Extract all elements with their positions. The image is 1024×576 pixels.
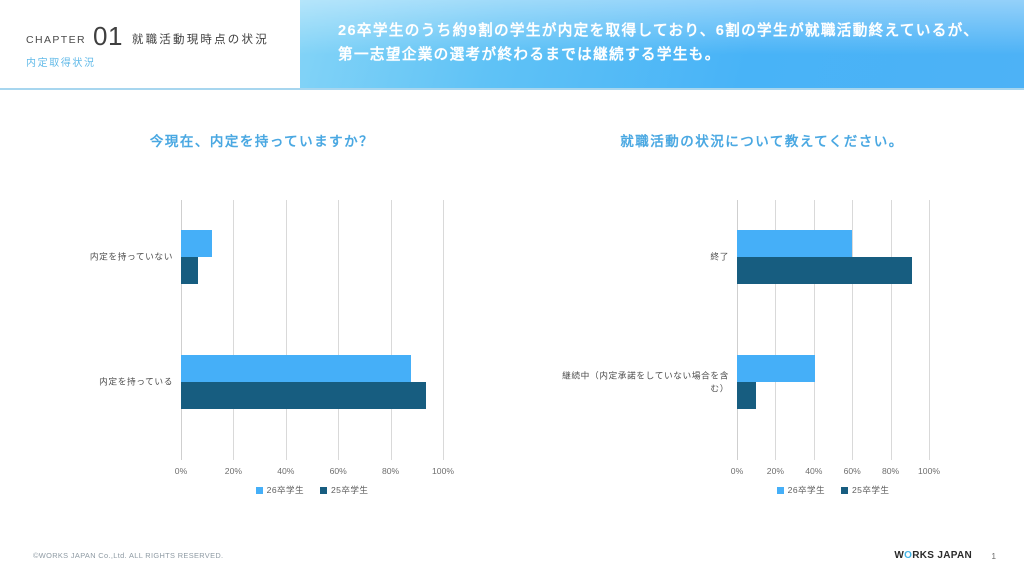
key-message-banner: 26卒学生のうち約9割の学生が内定を取得しており、6割の学生が就職活動終えている…: [300, 0, 1024, 88]
chart-left-plot: 内定を持っていない内定を持っている 0% 20% 40% 60% 80% 100% 26卒…: [90, 200, 454, 495]
x-tick-label: 60%: [843, 466, 861, 476]
legend-swatch-icon: [255, 486, 263, 494]
gridline: [443, 200, 444, 460]
bar-series-26[interactable]: [181, 230, 213, 257]
header-divider: [0, 88, 1024, 90]
x-tick-label: 40%: [805, 466, 823, 476]
legend-label: 25卒学生: [331, 485, 369, 495]
gridline: [929, 200, 930, 460]
brand-pre: W: [894, 550, 905, 561]
legend-label: 25卒学生: [852, 485, 890, 495]
bar-series-25[interactable]: [737, 257, 912, 284]
category-label: 内定を持っていない: [89, 251, 173, 262]
copyright-text: ©WORKS JAPAN Co.,Ltd. ALL RIGHTS RESERVE…: [33, 551, 224, 560]
chapter-number: 01: [92, 21, 123, 51]
legend-item[interactable]: 26卒学生: [255, 484, 304, 496]
bar-group: 内定を持っていない: [90, 230, 443, 284]
bar-series-26[interactable]: [737, 355, 815, 382]
bar-group: 内定を持っている: [99, 355, 443, 409]
chapter-subtitle: 内定取得状況: [26, 58, 96, 69]
chapter-heading: CHAPTER 01 就職活動現時点の状況: [26, 21, 269, 51]
chart-right-legend: 26卒学生 25卒学生: [737, 484, 929, 496]
bar-series-26[interactable]: [181, 355, 411, 382]
x-tick-label: 20%: [224, 466, 242, 476]
brand-logo: WORKS JAPAN: [894, 550, 972, 561]
bar-group: 継続中（内定承諾をしていない場合を含む）: [562, 355, 929, 409]
legend-swatch-icon: [841, 486, 848, 494]
bar-group: 終了: [710, 230, 929, 284]
x-tick-label: 20%: [766, 466, 784, 476]
x-tick-label: 80%: [381, 466, 400, 476]
chart-right-title: 就職活動の状況について教えてください。: [620, 134, 904, 149]
chart-right-plot: 終了継続中（内定承諾をしていない場合を含む） 0% 20% 40% 60% 80% 100…: [562, 200, 940, 495]
x-tick-label: 0%: [174, 466, 188, 476]
legend-swatch-icon: [776, 486, 784, 494]
slide-header: 26卒学生のうち約9割の学生が内定を取得しており、6割の学生が就職活動終えている…: [0, 0, 1024, 88]
legend-item[interactable]: 25卒学生: [841, 484, 889, 496]
x-tick-label: 100%: [432, 466, 454, 476]
legend-label: 26卒学生: [266, 485, 304, 495]
bar-series-25[interactable]: [181, 257, 199, 284]
x-tick-label: 60%: [329, 466, 347, 476]
legend-swatch-icon: [320, 486, 327, 494]
page-number: 1: [991, 551, 996, 561]
chart-left-title: 今現在、内定を持っていますか？: [149, 134, 375, 149]
chapter-block: CHAPTER 01 就職活動現時点の状況 内定取得状況: [0, 0, 300, 88]
brand-highlight: O: [904, 550, 913, 561]
category-label: 内定を持っている: [99, 376, 173, 387]
x-tick-label: 80%: [881, 466, 900, 476]
x-tick-label: 100%: [918, 466, 940, 476]
bar-series-26[interactable]: [737, 230, 853, 257]
x-tick-label: 0%: [730, 466, 744, 476]
chart-panel-left: 今現在、内定を持っていますか？ 内定を持っていない内定を持っている 0% 20% 4…: [12, 120, 512, 510]
chart-left-legend: 26卒学生 25卒学生: [181, 484, 443, 496]
chapter-word: CHAPTER: [26, 34, 86, 46]
brand-post: RKS JAPAN: [912, 550, 972, 561]
category-label: 終了: [710, 251, 729, 262]
x-tick-label: 40%: [277, 466, 295, 476]
bar-series-25[interactable]: [181, 382, 427, 409]
chart-panel-right: 就職活動の状況について教えてください。 終了継続中（内定承諾をしていない場合を含…: [512, 120, 1012, 510]
legend-item[interactable]: 26卒学生: [776, 484, 825, 496]
chapter-title: 就職活動現時点の状況: [131, 34, 269, 46]
key-message-text: 26卒学生のうち約9割の学生が内定を取得しており、6割の学生が就職活動終えている…: [338, 23, 980, 63]
legend-label: 26卒学生: [787, 485, 825, 495]
category-label: 継続中（内定承諾をしていない場合を含む）: [562, 370, 729, 393]
chart-right-xaxis: 0% 20% 40% 60% 80% 100%: [731, 460, 940, 478]
chart-left-xaxis: 0% 20% 40% 60% 80% 100%: [175, 460, 454, 478]
legend-item[interactable]: 25卒学生: [320, 484, 368, 496]
bar-series-25[interactable]: [737, 382, 756, 409]
